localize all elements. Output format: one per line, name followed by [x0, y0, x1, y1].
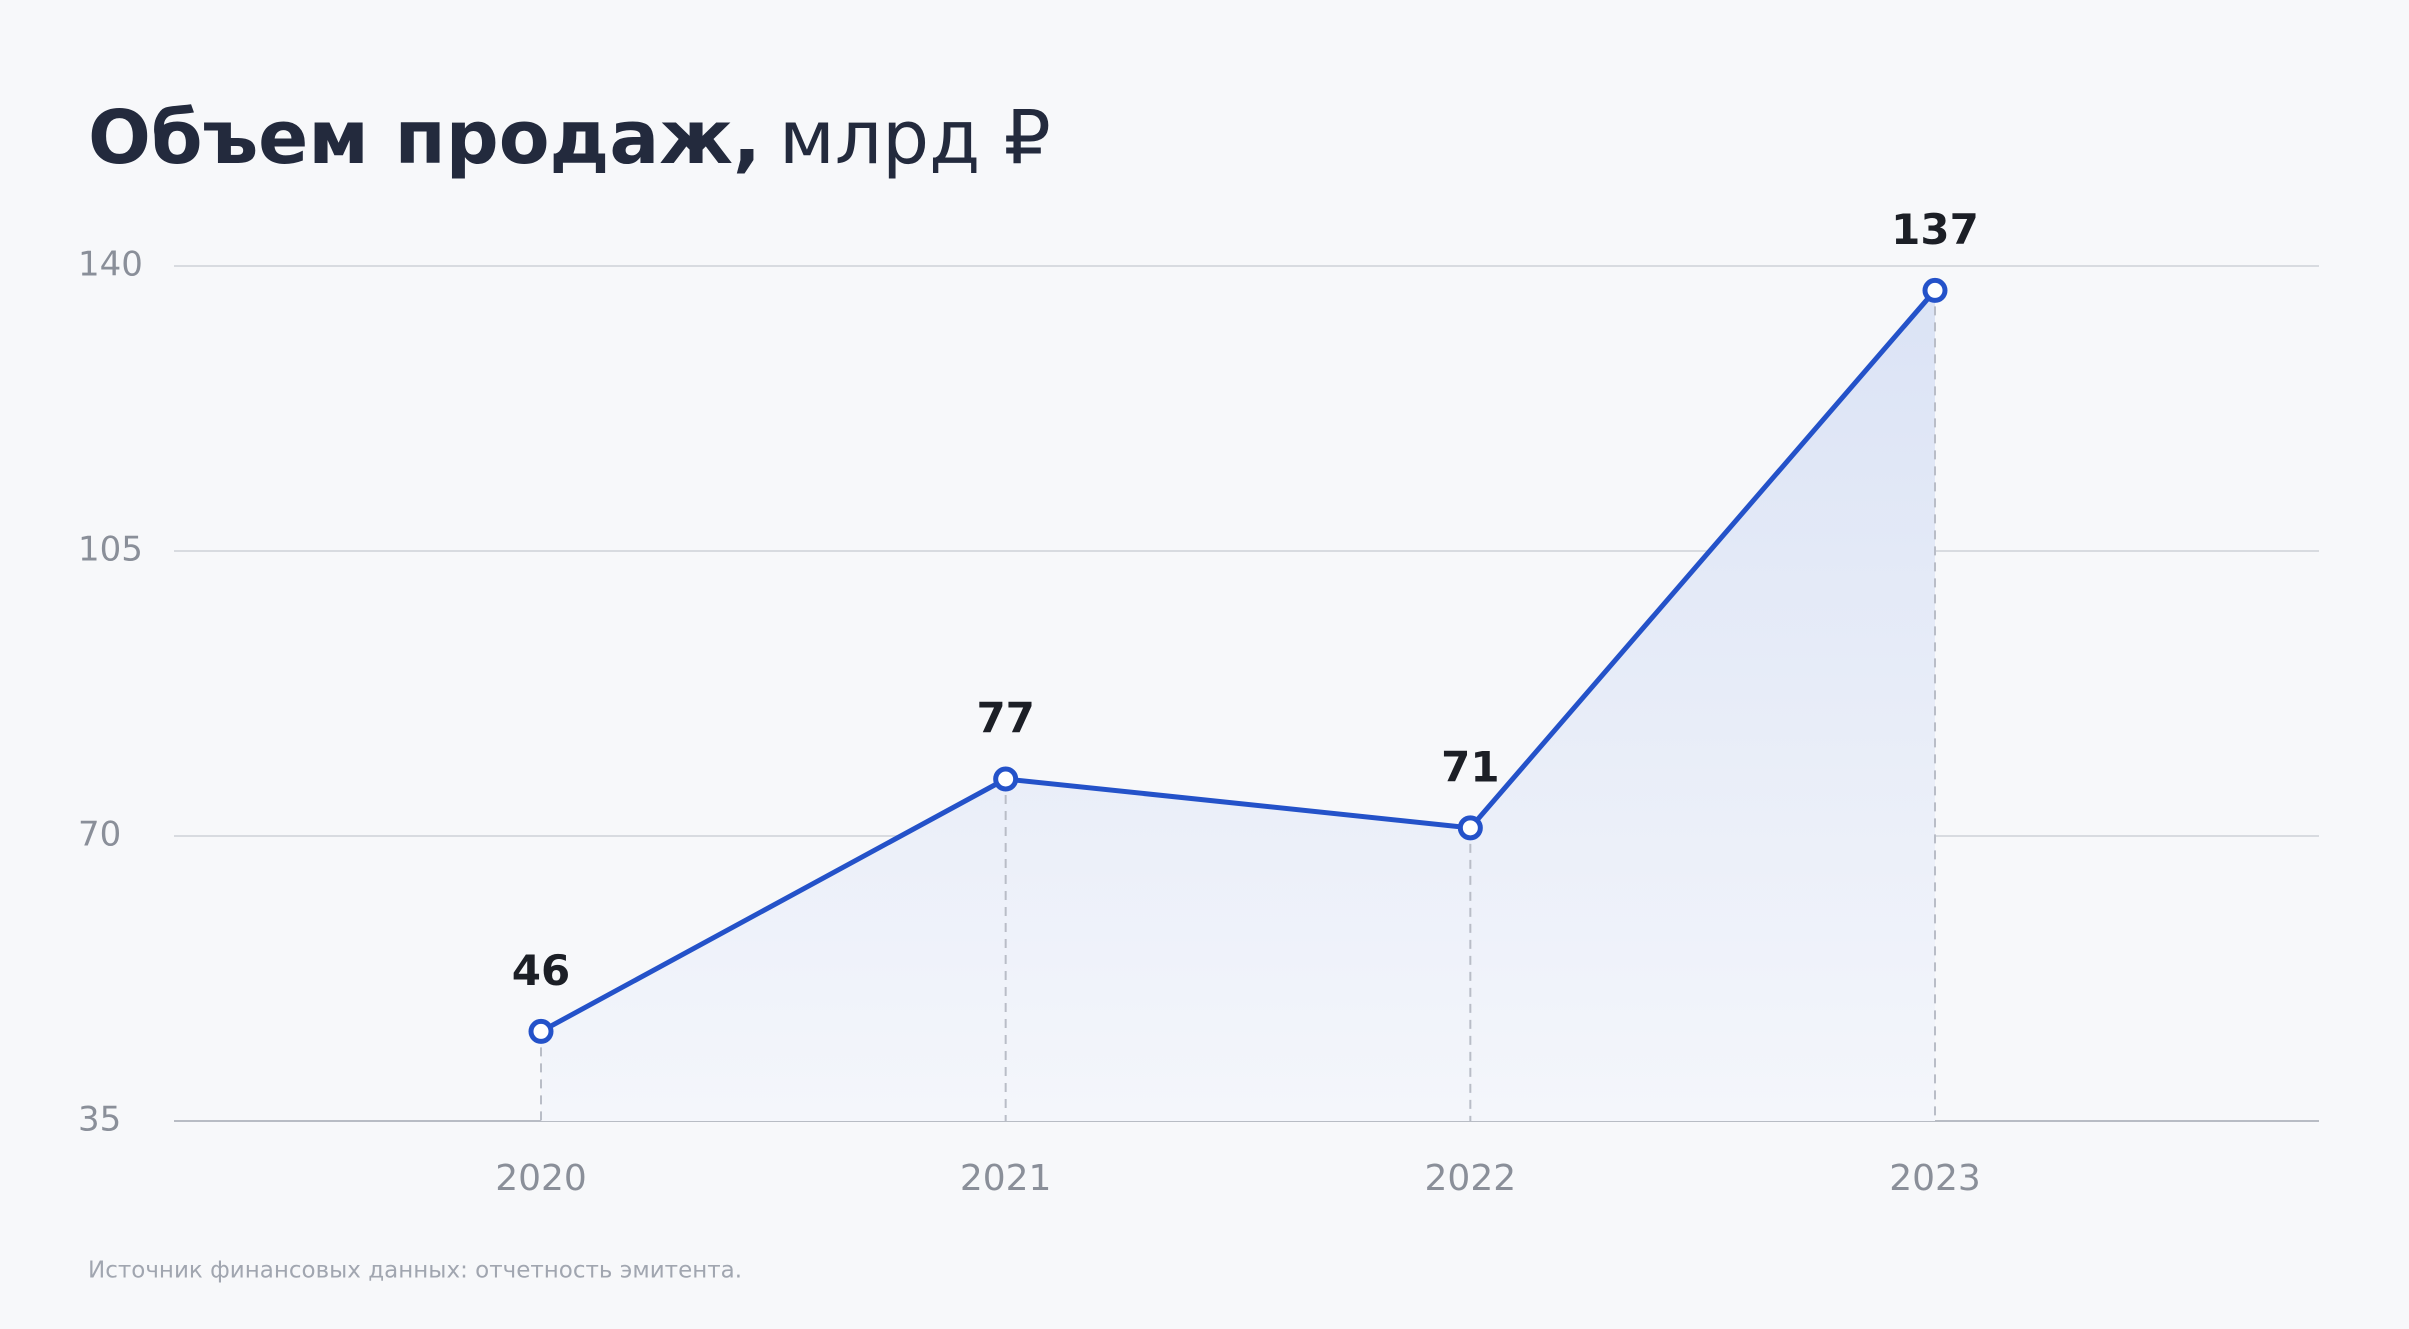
x-tick-label: 2022	[1425, 1158, 1517, 1199]
x-tick-label: 2021	[960, 1158, 1052, 1199]
y-tick-label: 140	[78, 245, 143, 285]
chart-title: Объем продаж, млрд ₽	[88, 95, 1051, 181]
point	[1457, 815, 1483, 841]
point	[993, 766, 1019, 792]
y-tick-label: 70	[78, 815, 121, 855]
area	[541, 290, 1935, 1121]
y-tick-label: 35	[78, 1100, 121, 1140]
title-unit: млрд ₽	[779, 95, 1051, 181]
title-main: Объем продаж,	[88, 95, 761, 181]
y-tick-label: 105	[78, 530, 143, 570]
x-tick-label: 2020	[495, 1158, 587, 1199]
point	[528, 1018, 554, 1044]
point	[1922, 277, 1948, 303]
data-label: 46	[512, 946, 570, 995]
data-label: 137	[1891, 205, 1979, 254]
data-label: 71	[1441, 742, 1499, 791]
source-note: Источник финансовых данных: отчетность э…	[88, 1258, 742, 1284]
x-tick-label: 2023	[1889, 1158, 1981, 1199]
data-label: 77	[976, 694, 1034, 743]
line	[539, 288, 1937, 1034]
